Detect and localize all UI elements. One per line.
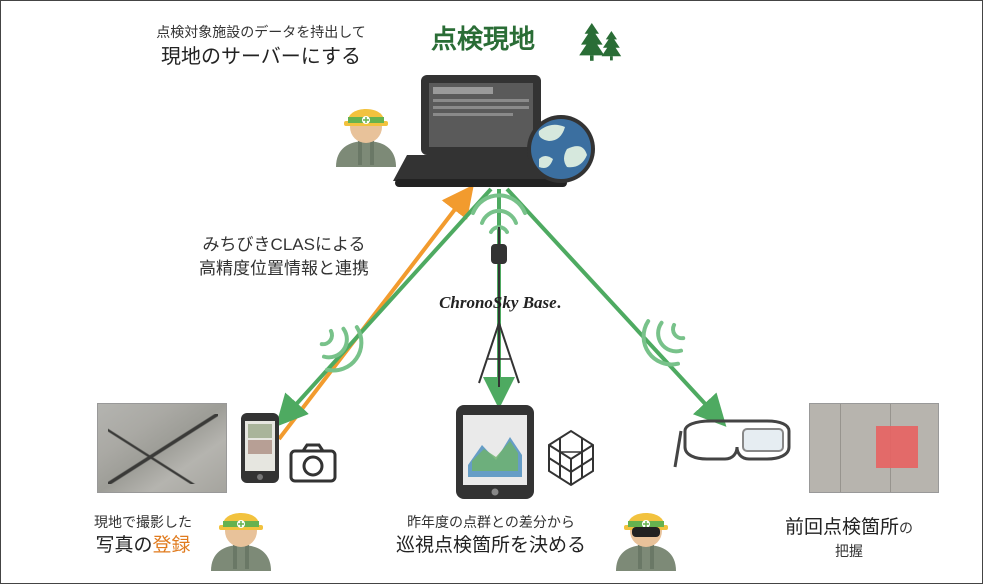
caption-right-line2: 把握	[739, 542, 959, 562]
caption-center-big: 巡視点検箇所を決める	[361, 533, 621, 560]
header-caption-small: 点検対象施設のデータを持出して	[131, 23, 391, 43]
arrow-upload	[279, 191, 469, 439]
clas-label: みちびきCLASによる 高精度位置情報と連携	[169, 233, 399, 281]
photo-crack	[97, 403, 227, 493]
caption-left-small: 現地で撮影した	[73, 513, 213, 533]
globe-icon	[527, 115, 595, 183]
photo-crack-wrap	[97, 403, 227, 493]
brand-part2: Base	[523, 293, 557, 312]
smartphone-icon	[241, 413, 279, 483]
caption-right-big: 前回点検箇所	[785, 517, 899, 538]
clas-line1: みちびきCLASによる	[203, 235, 366, 254]
red-highlight-square	[876, 426, 918, 468]
smartglasses-icon	[675, 421, 789, 467]
worker-icon-top	[336, 109, 396, 167]
caption-right: 前回点検箇所の 把握	[739, 515, 959, 561]
trees-icon	[579, 23, 621, 61]
caption-left-big-b: 登録	[153, 535, 191, 556]
photo-concrete	[809, 403, 939, 493]
header-caption-big: 現地のサーバーにする	[131, 43, 391, 71]
clas-line2: 高精度位置情報と連携	[199, 259, 369, 278]
cube-icon	[549, 431, 593, 485]
header-caption: 点検対象施設のデータを持出して 現地のサーバーにする	[131, 23, 391, 71]
wifi-arcs	[311, 195, 693, 379]
diagram-root: 点検対象施設のデータを持出して 現地のサーバーにする 点検現地 みちびきCLAS…	[1, 1, 982, 583]
camera-icon	[291, 445, 335, 481]
caption-left: 現地で撮影した 写真の登録	[73, 513, 213, 559]
worker-icon-center	[616, 513, 676, 571]
page-title: 点検現地	[431, 21, 535, 57]
caption-left-big-a: 写真の	[95, 535, 152, 556]
brand-part1: ChronoSky	[439, 293, 518, 312]
worker-icon-left	[211, 513, 271, 571]
tablet-icon	[456, 405, 534, 499]
brand-label: ChronoSky Base.	[395, 291, 605, 315]
caption-center-small: 昨年度の点群との差分から	[361, 513, 621, 533]
photo-concrete-wrap	[809, 403, 939, 493]
caption-center: 昨年度の点群との差分から 巡視点検箇所を決める	[361, 513, 621, 559]
caption-right-suffix: の	[899, 520, 913, 536]
